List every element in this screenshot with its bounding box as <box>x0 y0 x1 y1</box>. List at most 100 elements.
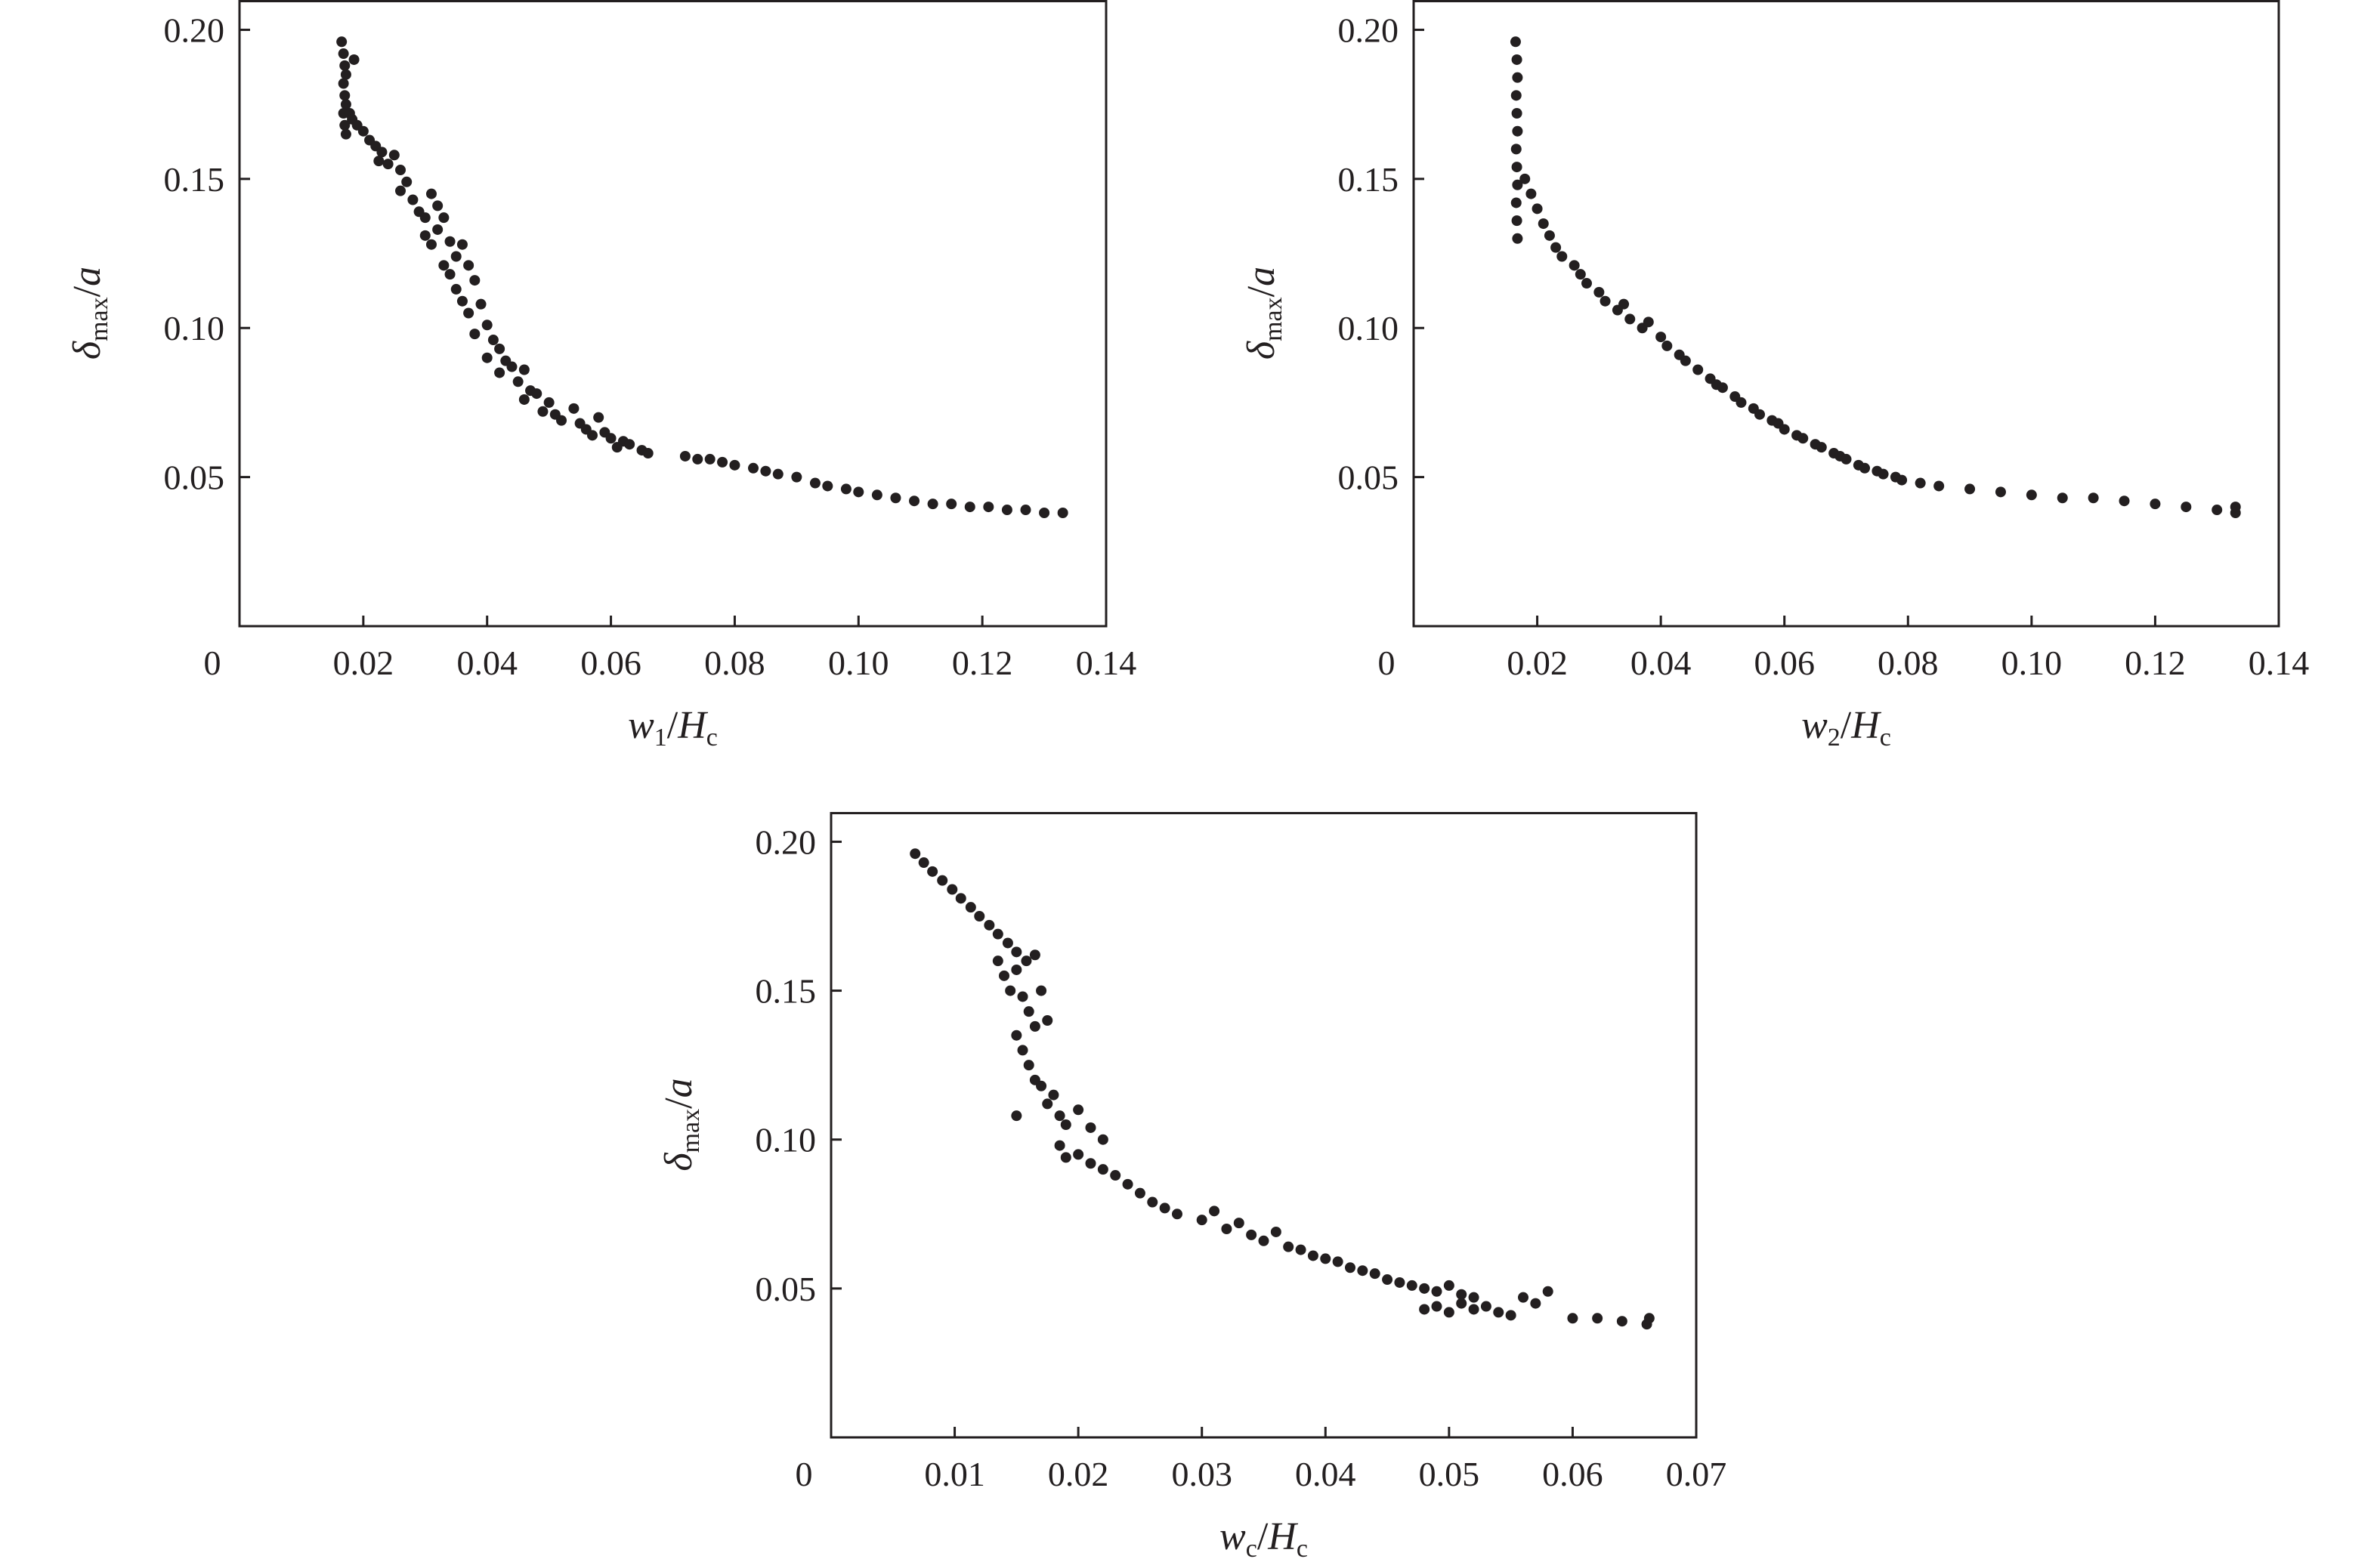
y-tick-label: 0.20 <box>756 823 817 861</box>
x-tick-label: 0.03 <box>1171 1455 1232 1493</box>
data-point <box>1057 507 1068 518</box>
data-point <box>593 412 604 423</box>
y-tick-label: 0.10 <box>756 1121 817 1159</box>
y-axis-label: δmax/a <box>66 267 113 360</box>
data-point <box>1073 1104 1084 1116</box>
data-point <box>1816 442 1827 453</box>
data-point <box>1172 1209 1182 1220</box>
data-point <box>1020 505 1031 516</box>
data-point <box>984 919 995 931</box>
data-point <box>388 150 400 161</box>
data-point <box>1797 433 1809 444</box>
data-point <box>1419 1304 1430 1315</box>
data-point <box>946 499 957 510</box>
data-point <box>1431 1301 1442 1312</box>
y-tick-label: 0.10 <box>164 309 225 347</box>
data-point <box>992 928 1003 940</box>
data-point <box>1878 468 1889 480</box>
data-point <box>340 99 351 110</box>
data-point <box>1736 397 1747 408</box>
x-tick-label: 0.05 <box>1419 1455 1480 1493</box>
data-point <box>1779 424 1790 435</box>
data-point <box>425 188 437 199</box>
data-point <box>2088 492 2099 504</box>
x-tick-label: 0.10 <box>828 644 889 682</box>
data-point <box>704 453 716 465</box>
x-tick-label: 0.06 <box>580 644 641 682</box>
data-point <box>336 36 348 48</box>
data-point <box>1011 1110 1022 1122</box>
data-point <box>586 430 598 441</box>
data-point <box>1468 1304 1479 1315</box>
data-point <box>1011 946 1022 958</box>
data-point <box>2181 502 2192 513</box>
data-point <box>692 453 703 465</box>
data-point <box>537 406 549 417</box>
y-axis-label: δmax/a <box>1240 267 1287 360</box>
data-point <box>339 119 351 131</box>
data-point <box>395 185 406 196</box>
data-point <box>1345 1262 1355 1273</box>
data-point <box>1511 162 1522 173</box>
x-tick-label: 0.06 <box>1754 644 1815 682</box>
x-tick-label: 0.04 <box>1295 1455 1356 1493</box>
data-point <box>382 159 394 170</box>
data-point <box>1600 295 1611 307</box>
x-tick-label: 0.01 <box>924 1455 985 1493</box>
data-point <box>1258 1235 1269 1246</box>
x-tick-label: 0.14 <box>2249 644 2310 682</box>
data-point <box>1147 1196 1158 1208</box>
data-point <box>556 415 567 426</box>
data-point <box>1369 1268 1380 1280</box>
plot-frame <box>830 812 1698 1439</box>
data-point <box>605 433 617 444</box>
data-point <box>1915 477 1926 489</box>
plot-frame <box>1412 0 2280 628</box>
data-point <box>1525 188 1537 199</box>
data-point <box>357 125 369 137</box>
y-tick-label: 0.15 <box>756 972 817 1011</box>
data-point <box>1097 1164 1108 1175</box>
data-point <box>531 388 542 400</box>
data-point <box>992 955 1003 967</box>
data-point <box>506 361 518 372</box>
y-tick-label: 0.15 <box>1338 160 1399 199</box>
data-point <box>965 902 976 913</box>
data-point <box>1493 1307 1504 1318</box>
x-tick-label: 0.14 <box>1076 644 1137 682</box>
data-point <box>419 212 431 224</box>
data-point <box>1567 1313 1578 1324</box>
data-point <box>1505 1310 1516 1321</box>
data-point <box>469 329 481 340</box>
data-point <box>456 239 468 250</box>
panel-top-right: 0.02 0.04 0.06 0.08 0.10 0.12 0.14 0.05 0.10 0.15… <box>1240 0 2310 752</box>
data-point <box>1060 1119 1071 1130</box>
data-point <box>1196 1215 1207 1226</box>
origin-label: 0 <box>796 1455 813 1493</box>
data-point <box>791 471 802 483</box>
data-point <box>642 448 654 459</box>
data-point <box>1550 242 1562 253</box>
data-point <box>840 483 852 495</box>
data-point <box>1005 985 1016 996</box>
data-point <box>1097 1134 1108 1145</box>
data-point <box>1017 991 1028 1002</box>
x-tick-label: 0.08 <box>704 644 765 682</box>
data-point <box>1042 1015 1053 1026</box>
data-point <box>2150 499 2161 510</box>
data-point <box>340 69 351 80</box>
data-point <box>432 200 444 211</box>
data-point <box>1159 1202 1170 1214</box>
data-point <box>1542 1286 1553 1297</box>
data-point <box>1754 409 1765 420</box>
x-tick-label: 0.02 <box>333 644 394 682</box>
data-point <box>1042 1098 1053 1110</box>
y-tick-label: 0.20 <box>164 11 225 49</box>
data-point <box>1717 382 1728 394</box>
data-point <box>1592 1313 1603 1324</box>
data-point <box>395 165 406 176</box>
data-point <box>481 352 493 363</box>
data-point <box>1085 1158 1096 1169</box>
data-point <box>1283 1241 1294 1252</box>
data-point <box>1643 316 1654 328</box>
